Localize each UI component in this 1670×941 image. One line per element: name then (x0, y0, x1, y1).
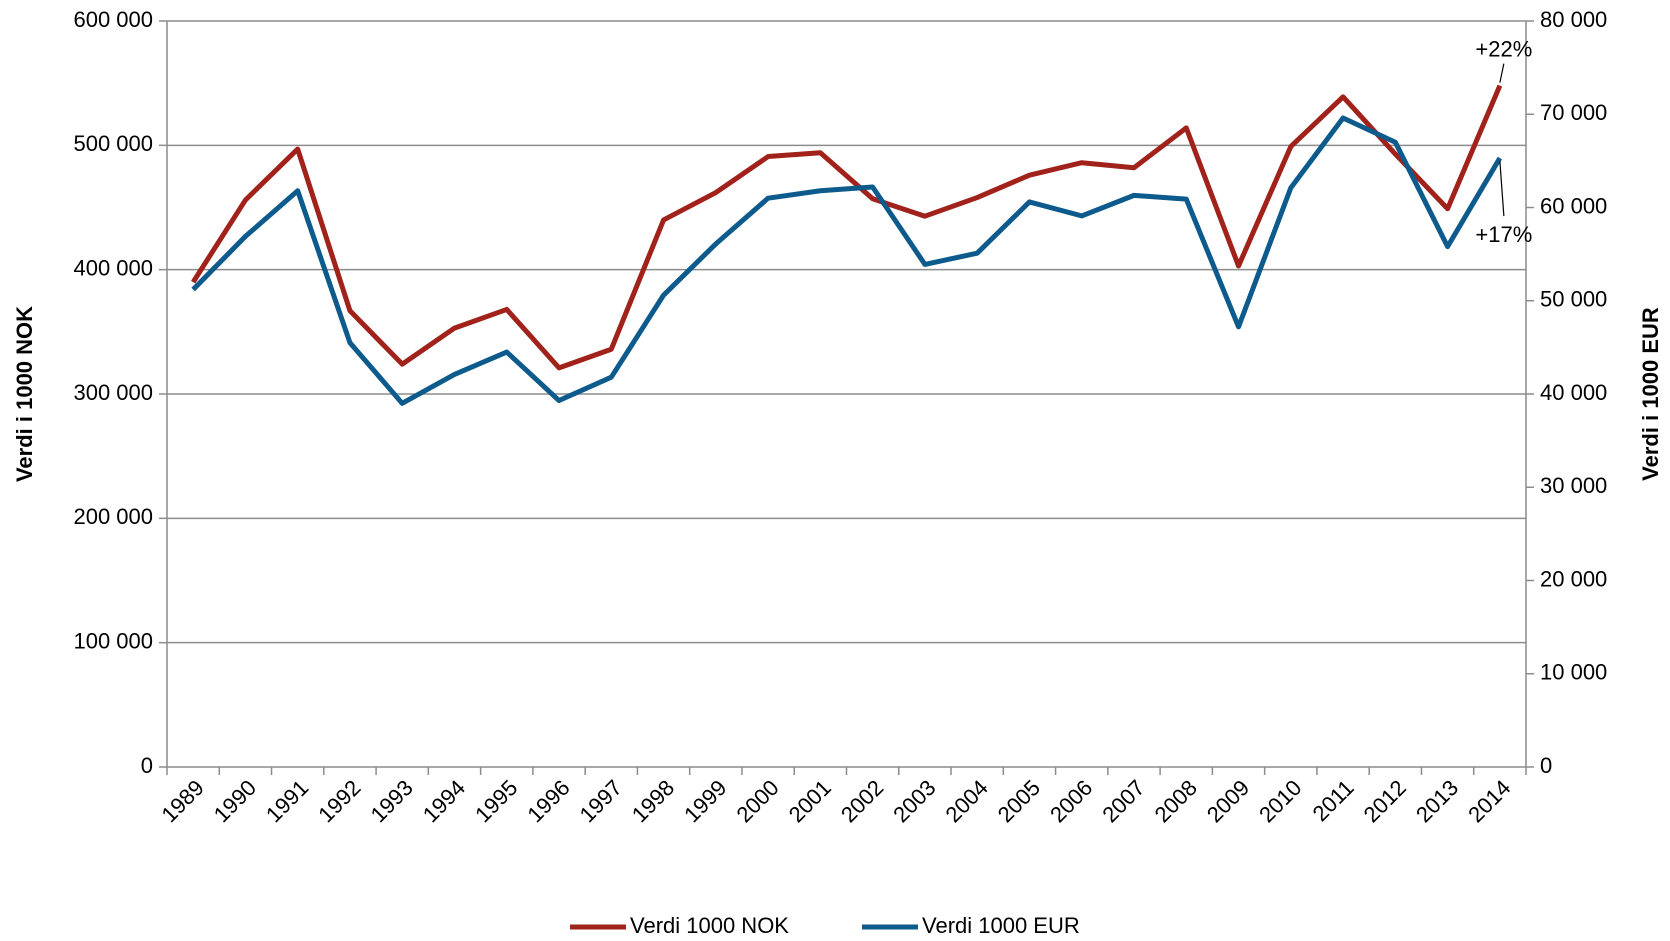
x-tick-label: 1999 (679, 775, 731, 827)
x-tick-label: 2005 (993, 775, 1045, 827)
line-series (191, 84, 1503, 371)
y2-tick-label: 60 000 (1540, 193, 1607, 218)
y2-tick-label: 70 000 (1540, 100, 1607, 125)
annotation: +22% (1475, 36, 1532, 61)
y-tick-label: 100 000 (73, 628, 153, 653)
x-tick-label: 2008 (1150, 775, 1202, 827)
y-tick-label: 500 000 (73, 131, 153, 156)
x-tick-label: 1994 (418, 775, 470, 827)
x-tick-label: 1989 (156, 775, 208, 827)
x-tick-label: 2010 (1254, 775, 1306, 827)
x-tick-label: 2007 (1097, 775, 1149, 827)
x-tick-label: 2013 (1411, 775, 1463, 827)
y2-axis-title: Verdi i 1000 EUR (1638, 307, 1663, 481)
x-tick-label: 2009 (1202, 775, 1254, 827)
x-tick-label: 2011 (1308, 775, 1359, 826)
y-tick-label: 400 000 (73, 255, 153, 280)
x-tick-label: 1990 (209, 775, 261, 827)
y2-tick-label: 0 (1540, 753, 1552, 778)
x-tick-label: 1991 (261, 775, 313, 827)
x-tick-label: 1997 (575, 775, 627, 827)
x-tick-label: 2002 (836, 775, 888, 827)
x-tick-label: 2003 (888, 775, 940, 827)
y-tick-label: 600 000 (73, 7, 153, 32)
y-tick-label: 0 (141, 753, 153, 778)
x-tick-label: 2000 (731, 775, 783, 827)
y-axis-title: Verdi i 1000 NOK (12, 306, 37, 482)
x-tick-label: 2006 (1045, 775, 1097, 827)
y2-tick-label: 50 000 (1540, 287, 1607, 312)
y2-tick-label: 10 000 (1540, 660, 1607, 685)
y-tick-label: 300 000 (73, 380, 153, 405)
y2-tick-label: 80 000 (1540, 7, 1607, 32)
x-tick-label: 1996 (522, 775, 574, 827)
legend-label: Verdi 1000 EUR (922, 913, 1080, 938)
line-series (191, 115, 1503, 406)
y2-tick-label: 40 000 (1540, 380, 1607, 405)
x-tick-label: 2012 (1359, 775, 1411, 827)
x-tick-label: 1995 (470, 775, 522, 827)
x-tick-label: 2014 (1463, 775, 1515, 827)
y-tick-label: 200 000 (73, 504, 153, 529)
annotation: +17% (1475, 222, 1532, 247)
y2-tick-label: 30 000 (1540, 473, 1607, 498)
annotation-leader (1499, 161, 1505, 217)
x-tick-label: 2004 (941, 775, 993, 827)
y2-tick-label: 20 000 (1540, 566, 1607, 591)
x-tick-label: 1998 (627, 775, 679, 827)
x-tick-label: 1992 (313, 775, 365, 827)
x-tick-label: 1993 (366, 775, 418, 827)
annotation-leader (1499, 63, 1505, 83)
x-tick-label: 2001 (784, 775, 836, 827)
legend-label: Verdi 1000 NOK (630, 913, 789, 938)
